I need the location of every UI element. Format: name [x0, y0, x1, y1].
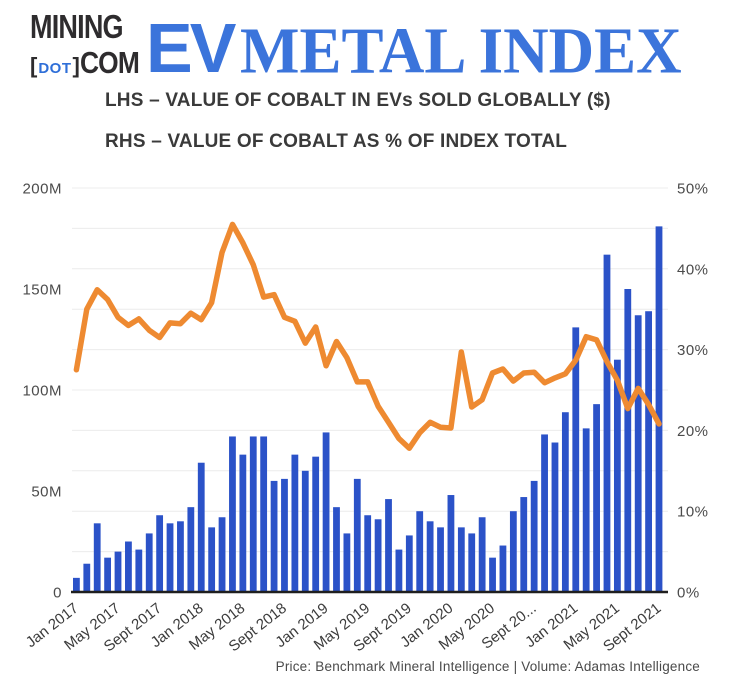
right-axis-label-0%: 0% [677, 585, 700, 602]
chart-bar-jan-2018 [197, 462, 205, 592]
chart-bar-nov-2017 [177, 521, 184, 592]
left-axis-label-100M: 100M [22, 383, 62, 400]
chart-bar-nov-2018 [301, 470, 309, 592]
chart-bar-apr-2018 [229, 436, 236, 592]
chart-bar-jul-2017 [135, 549, 143, 592]
right-axis-label-50%: 50% [677, 181, 709, 198]
right-axis-label-20%: 20% [677, 423, 709, 440]
chart-bar-oct-2018 [291, 454, 299, 592]
chart-bar-jan-2017 [73, 577, 80, 592]
source-note: Price: Benchmark Mineral Intelligence | … [275, 659, 700, 674]
chart-bar-sept-2018 [281, 478, 288, 592]
chart-bar-feb-2017 [83, 563, 91, 592]
logo-mining-text: MINING [30, 8, 124, 45]
chart-bar-mar-2019 [343, 533, 351, 592]
chart-bar-feb-2020 [457, 527, 465, 592]
chart-bar-jun-2019 [374, 519, 382, 592]
right-axis-label-10%: 10% [677, 504, 709, 521]
logo-bracket-close: ] [72, 53, 80, 78]
chart-bar-dec-2017 [187, 507, 195, 592]
chart-bar-aug-2020 [520, 497, 528, 592]
chart-bar-jun-2021 [624, 289, 632, 592]
logo-bracket-open: [ [30, 53, 38, 78]
chart-bar-may-2018 [239, 454, 247, 592]
chart-bar-aug-2019 [395, 549, 403, 592]
chart-bar-jul-2021 [634, 315, 642, 592]
chart-bar-sept-2021 [655, 226, 663, 592]
chart-bar-sept-2020 [530, 480, 538, 592]
chart-bar-jul-2020 [509, 511, 517, 592]
chart-bar-aug-2018 [270, 480, 278, 592]
chart-bar-apr-2020 [478, 517, 486, 592]
chart-bar-sept-2019 [405, 535, 413, 592]
chart-bar-jun-2017 [125, 541, 132, 592]
chart-bar-mar-2021 [593, 404, 600, 592]
chart-bar-jun-2020 [499, 545, 507, 592]
chart-bar-nov-2019 [426, 521, 434, 592]
chart-bar-jul-2018 [260, 436, 268, 592]
left-axis-label-200M: 200M [22, 181, 62, 198]
chart-bar-may-2017 [114, 551, 122, 592]
right-axis-label-30%: 30% [677, 342, 709, 359]
chart-bar-dec-2018 [312, 456, 320, 592]
right-axis-label-40%: 40% [677, 261, 709, 278]
chart-bar-aug-2017 [145, 533, 153, 592]
page-title-ev: EV [146, 9, 236, 87]
chart-bar-may-2020 [489, 557, 496, 592]
chart-bar-jun-2018 [249, 436, 257, 592]
chart-bar-apr-2019 [353, 478, 361, 592]
chart-bar-may-2021 [613, 359, 621, 592]
chart-bar-feb-2019 [333, 507, 340, 592]
chart-bar-dec-2020 [561, 412, 569, 592]
chart-bar-oct-2020 [541, 434, 548, 592]
chart-percent-line [73, 221, 662, 451]
chart-bar-apr-2017 [104, 557, 112, 592]
chart-bar-dec-2019 [437, 527, 444, 592]
logo-com-text: COM [79, 45, 140, 80]
chart-bar-feb-2021 [582, 428, 590, 592]
chart-bar-jan-2020 [447, 495, 455, 592]
subtitle-rhs: RHS – VALUE OF COBALT AS % OF INDEX TOTA… [105, 131, 568, 152]
chart-bar-sept-2017 [156, 515, 164, 592]
chart-bar-jul-2019 [385, 499, 392, 592]
left-axis-label-50M: 50M [31, 484, 62, 501]
left-axis-label-0: 0 [53, 585, 62, 602]
page-title-metal-index: METAL INDEX [240, 14, 682, 87]
chart-bar-mar-2018 [218, 517, 226, 592]
chart-bar-aug-2021 [645, 311, 652, 592]
chart-bar-feb-2018 [208, 527, 216, 592]
logo-dotcom-row: [ DOT ] COM [30, 45, 150, 80]
chart-bar-oct-2019 [416, 511, 424, 592]
chart-bar-oct-2017 [166, 523, 174, 592]
left-axis-label-150M: 150M [22, 282, 62, 299]
chart-bar-apr-2021 [603, 254, 611, 592]
chart-bar-may-2019 [364, 515, 372, 592]
chart-bar-mar-2020 [468, 533, 476, 592]
chart-bar-mar-2017 [93, 523, 101, 592]
subtitle-lhs: LHS – VALUE OF COBALT IN EVs SOLD GLOBAL… [105, 90, 611, 111]
chart: 0 50M 100M 150M 200M 0% 10% 20% 30% 40% 50% Jan 201… [0, 160, 733, 660]
chart-bar-nov-2020 [551, 442, 559, 592]
mining-dot-com-logo: MINING [ DOT ] COM [30, 8, 150, 80]
chart-bar-jan-2019 [322, 432, 330, 592]
chart-bar-jan-2021 [572, 327, 580, 592]
logo-dot-text: DOT [38, 60, 72, 77]
